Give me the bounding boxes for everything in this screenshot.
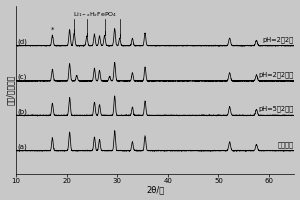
Text: *: * [51,27,54,33]
Text: pH=5，2小时: pH=5，2小时 [258,106,293,112]
Text: (a): (a) [17,143,27,150]
Text: pH=2，2天: pH=2，2天 [262,36,293,43]
Text: (b): (b) [17,108,27,115]
Y-axis label: 强度/自然单位: 强度/自然单位 [6,75,15,105]
Text: 磷酸铁锂: 磷酸铁锂 [278,141,293,148]
X-axis label: 2θ/度: 2θ/度 [146,185,164,194]
Text: (c): (c) [17,74,27,80]
Text: (d): (d) [17,38,27,45]
Text: pH=2，2小时: pH=2，2小时 [258,71,293,78]
Text: Li$_{1-x}$H$_x$FePO$_4$: Li$_{1-x}$H$_x$FePO$_4$ [73,10,117,19]
